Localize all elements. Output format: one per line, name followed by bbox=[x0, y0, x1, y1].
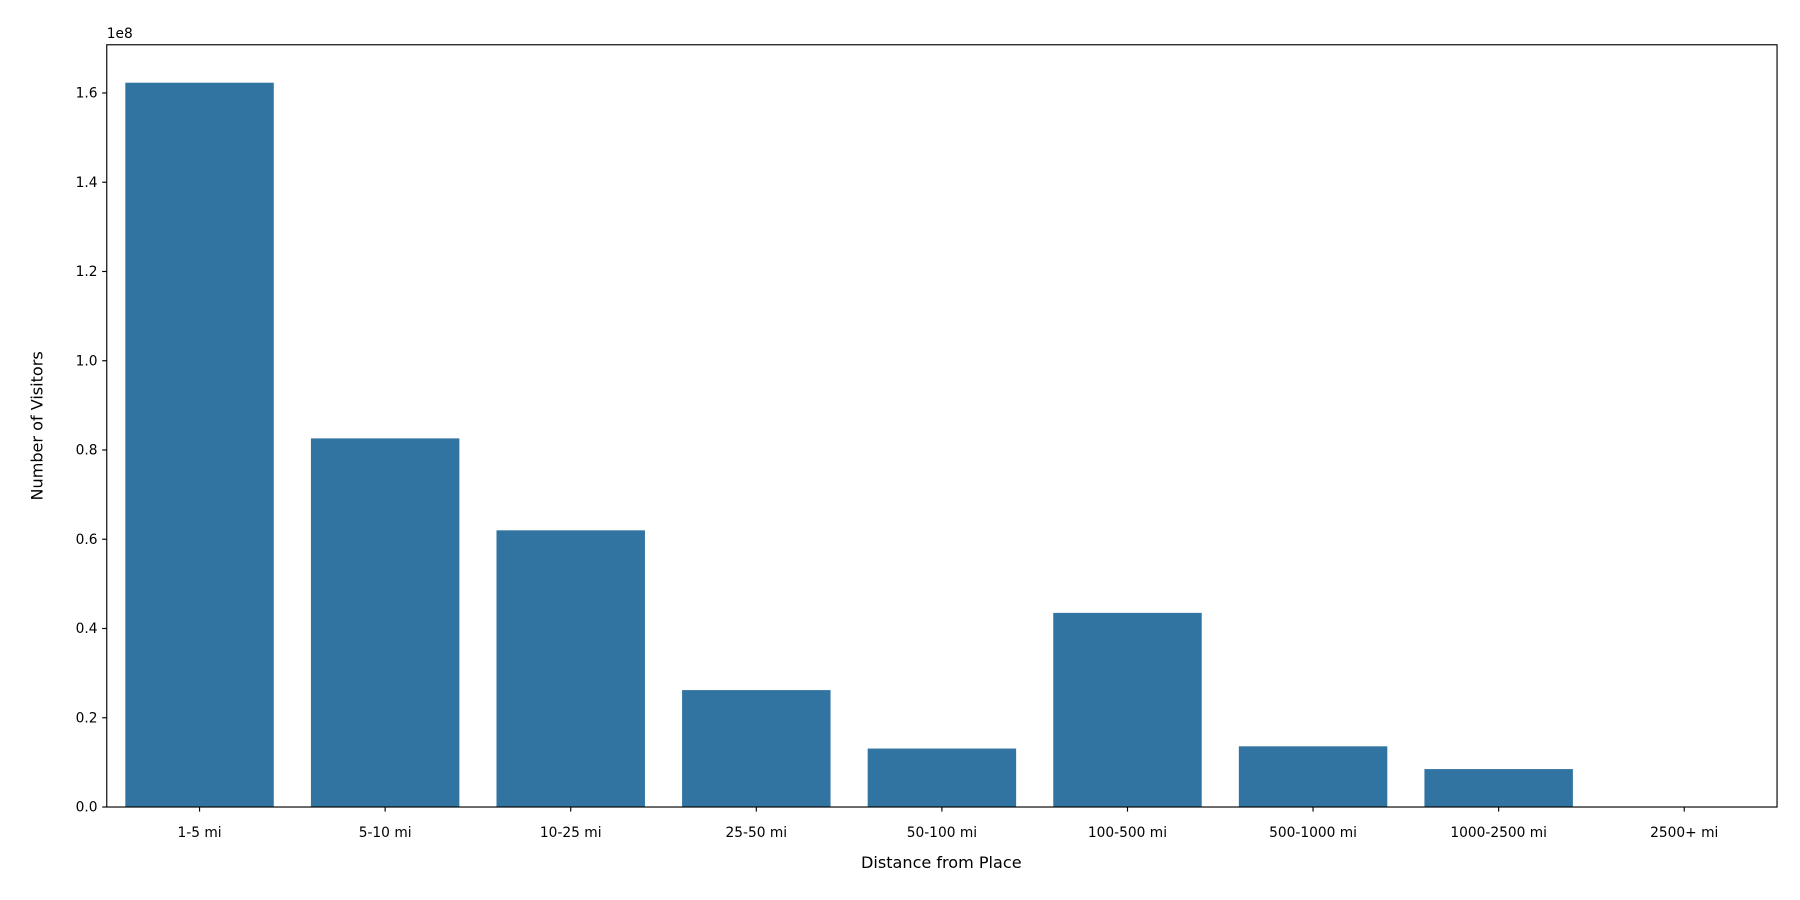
bar-500-1000-mi bbox=[1238, 746, 1388, 808]
x-tick-label: 1000-2500 mi bbox=[1450, 825, 1547, 841]
x-axis: 1-5 mi 5-10 mi 10-25 mi 25-50 mi 50-100 mi 10… bbox=[178, 807, 1718, 841]
y-tick-label: 1.4 bbox=[76, 175, 98, 191]
y-tick-label: 0.8 bbox=[76, 443, 98, 459]
y-tick-label: 0.4 bbox=[76, 621, 98, 637]
x-tick-label: 25-50 mi bbox=[726, 825, 788, 841]
bar-25-50-mi bbox=[682, 690, 831, 808]
y-axis-label: Number of Visitors bbox=[27, 351, 46, 500]
y-tick-label: 0.2 bbox=[76, 710, 98, 726]
x-tick-label: 50-100 mi bbox=[907, 825, 977, 841]
bar-1-5-mi bbox=[125, 82, 274, 808]
x-axis-label: Distance from Place bbox=[861, 853, 1022, 872]
x-tick-label: 2500+ mi bbox=[1650, 825, 1718, 841]
bar-5-10-mi bbox=[310, 438, 460, 808]
bar-10-25-mi bbox=[496, 530, 645, 808]
bar-100-500-mi bbox=[1053, 612, 1202, 808]
y-tick-label: 1.0 bbox=[76, 353, 98, 369]
y-offset-label: 1e8 bbox=[107, 26, 133, 42]
bar-50-100-mi bbox=[867, 748, 1017, 808]
y-tick-label: 1.2 bbox=[76, 264, 98, 280]
x-tick-label: 1-5 mi bbox=[178, 825, 222, 841]
x-tick-label: 100-500 mi bbox=[1088, 825, 1167, 841]
x-tick-label: 10-25 mi bbox=[540, 825, 602, 841]
y-tick-label: 0.0 bbox=[76, 800, 98, 816]
x-tick-label: 5-10 mi bbox=[359, 825, 412, 841]
x-tick-label: 500-1000 mi bbox=[1269, 825, 1357, 841]
y-axis: 0.0 0.2 0.4 0.6 0.8 1.0 1.2 1.4 1.6 bbox=[76, 86, 107, 816]
bars bbox=[125, 82, 1573, 808]
y-tick-label: 1.6 bbox=[76, 86, 98, 102]
y-tick-label: 0.6 bbox=[76, 532, 98, 548]
bar-1000-2500-mi bbox=[1424, 769, 1573, 808]
